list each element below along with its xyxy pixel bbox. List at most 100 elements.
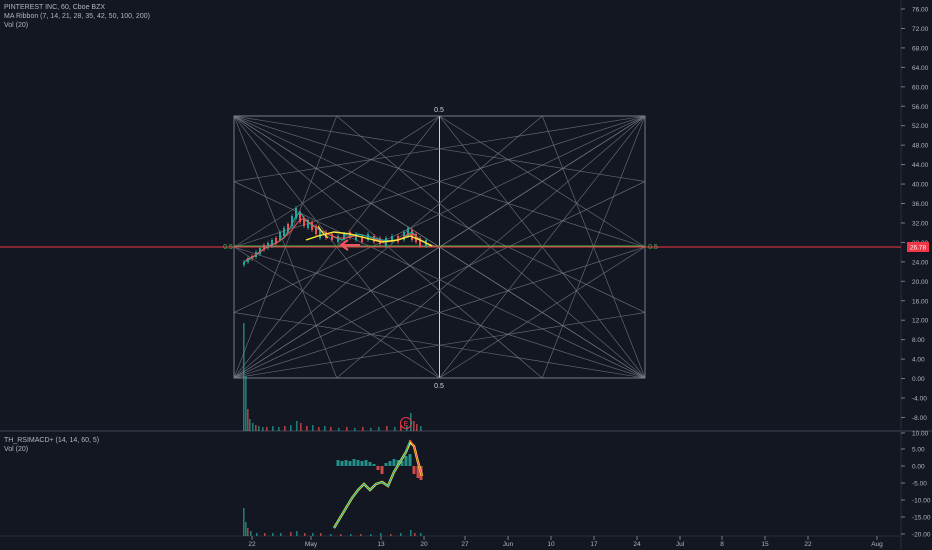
candle-body: [279, 232, 281, 240]
price-label: 0.00: [912, 376, 925, 383]
price-label: -8.00: [912, 415, 927, 422]
price-label: 12.00: [912, 318, 929, 325]
volume-bar: [324, 426, 326, 431]
sub-volume-bar: [320, 533, 322, 536]
histogram-bar: [368, 462, 372, 466]
trend-line: [317, 225, 329, 239]
sub-volume-bar: [370, 534, 372, 536]
histogram-bar: [404, 456, 408, 466]
sub-volume-bar: [280, 533, 282, 536]
volume-bar: [338, 428, 340, 431]
time-label: Aug: [871, 541, 883, 548]
indicator-label: -10.00: [912, 498, 931, 505]
candle-body: [349, 232, 351, 238]
volume-bar: [318, 427, 320, 431]
price-label: 76.00: [912, 7, 929, 14]
volume-bar: [362, 427, 364, 431]
histogram-bar: [392, 459, 396, 466]
volume-bar: [266, 427, 268, 431]
candle-body: [275, 238, 277, 244]
price-label: 44.00: [912, 162, 929, 169]
gann-right-label: 0.5: [648, 244, 658, 251]
gann-fan-line: [439, 246, 646, 379]
sub-volume-bar: [410, 530, 412, 536]
earnings-letter: E: [404, 421, 409, 428]
candle-body: [291, 216, 293, 226]
last-price-value: 26.78: [910, 245, 927, 252]
sub-volume-bar: [420, 533, 422, 536]
volume-legend[interactable]: Vol (20): [4, 22, 29, 29]
candle-body: [355, 234, 357, 240]
rsi-macd-line: [333, 439, 411, 529]
histogram-bar: [396, 460, 400, 466]
volume-bar: [262, 427, 264, 431]
earnings-marker[interactable]: E: [400, 417, 412, 429]
sub-volume-bar: [400, 533, 402, 536]
candle-body: [287, 224, 289, 232]
indicator-label: 5.00: [912, 447, 925, 454]
candle-body: [295, 208, 297, 218]
rsi-macd-line: [409, 439, 423, 477]
time-label: 24: [633, 541, 641, 548]
ma-ribbon-legend[interactable]: MA Ribbon (7, 14, 21, 28, 35, 42, 50, 10…: [4, 13, 150, 20]
gann-box-drawing[interactable]: [233, 115, 646, 379]
volume-bar: [243, 323, 245, 431]
price-label: 20.00: [912, 279, 929, 286]
sub-volume-bar: [380, 533, 382, 536]
volume-bar: [278, 427, 280, 431]
arrow-marker[interactable]: [339, 239, 360, 251]
sub-volume-bar: [256, 533, 258, 536]
gann-fan-line: [233, 246, 646, 379]
time-axis[interactable]: 22 May 13 20 27 Jun 10 17 24 Jul 8 15 22 Aug: [248, 536, 883, 548]
price-label: 72.00: [912, 26, 929, 33]
volume-bar: [416, 424, 418, 431]
volume-bar: [378, 427, 380, 431]
volume-bar: [247, 409, 249, 431]
sub-volume-bar: [272, 533, 274, 536]
price-label: 64.00: [912, 65, 929, 72]
gann-fan-line: [233, 181, 646, 379]
volume-bar: [410, 413, 412, 431]
volume-bar: [400, 425, 402, 431]
indicator-label: 10.00: [912, 431, 929, 438]
candle-body: [407, 228, 409, 236]
volume-bar: [370, 428, 372, 431]
candle-body: [299, 212, 301, 222]
candle-body: [263, 245, 265, 250]
time-label: 27: [461, 541, 469, 548]
volume-bar: [306, 426, 308, 431]
trend-line: [305, 231, 433, 247]
time-label: 15: [761, 541, 769, 548]
volume-bar: [300, 423, 302, 431]
price-label: 32.00: [912, 220, 929, 227]
histogram-bar: [336, 460, 340, 466]
gann-fan-line: [233, 115, 646, 248]
indicator-axis[interactable]: 10.00 5.00 0.00 -5.00 -10.00 -15.00 -20.00: [901, 431, 931, 539]
sub-volume-bar: [312, 533, 314, 536]
volume-bar: [258, 426, 260, 431]
volume-bar: [249, 419, 251, 431]
histogram-bar: [372, 464, 376, 466]
gann-fan-line: [233, 115, 646, 182]
sub-volume-bar: [290, 532, 292, 536]
price-label: 68.00: [912, 45, 929, 52]
sub-volume-bar: [350, 534, 352, 536]
gann-fan-line: [233, 115, 646, 313]
sub-volume-bar: [245, 522, 247, 536]
indicator-label: -15.00: [912, 515, 931, 522]
sub-volume-legend[interactable]: Vol (20): [4, 446, 29, 453]
symbol-title[interactable]: PINTEREST INC, 60, Cboe BZX: [4, 4, 106, 11]
candle-body: [331, 234, 333, 240]
candle-body: [307, 220, 309, 228]
price-axis[interactable]: 76.00 72.00 68.00 64.00 60.00 56.00 52.00 48.00…: [901, 7, 929, 422]
indicator-legend[interactable]: TH_RSIMACD+ (14, 14, 60, 5): [4, 437, 100, 444]
sub-volume-bar: [247, 528, 249, 536]
sub-volume-bar: [340, 534, 342, 536]
time-label: 22: [248, 541, 256, 548]
candle-body: [391, 236, 393, 242]
histogram-bar: [356, 460, 360, 466]
histogram-bar: [352, 459, 356, 466]
volume-bar: [346, 427, 348, 431]
volume-bar: [354, 428, 356, 431]
